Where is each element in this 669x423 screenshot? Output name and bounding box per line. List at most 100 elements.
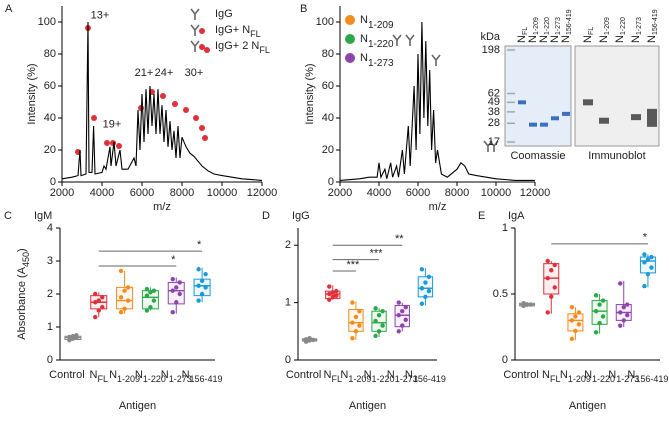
lane-label-main: N: [549, 35, 561, 43]
data-point: [373, 333, 378, 339]
x-tick-label-main: N: [584, 369, 592, 381]
x-tick-label: N1-273: [387, 369, 418, 384]
data-point: [621, 305, 626, 310]
x-tick-label: N1-220: [135, 369, 166, 384]
data-point: [403, 317, 408, 323]
lane-label-main: N: [516, 35, 528, 43]
x-tick-label-sub: 1-220: [143, 374, 166, 384]
data-point: [67, 338, 72, 343]
data-point: [170, 276, 175, 282]
data-point: [122, 288, 127, 293]
legend-label-sub: FL: [250, 29, 261, 39]
kda-label: 28: [488, 117, 500, 129]
legend-label-main: IgG+ 2 N: [215, 40, 259, 52]
y-tick-label: 0: [47, 354, 53, 366]
significance-label: *: [643, 232, 648, 244]
x-tick-label: N1-209: [560, 369, 591, 384]
y-tick-label: 0.5: [493, 288, 508, 300]
chart-title: IgM: [34, 210, 52, 222]
x-tick-label: N1-209: [340, 369, 371, 384]
lane-label: N1-273: [630, 17, 643, 43]
x-tick-label: 6000: [406, 187, 430, 199]
data-point: [67, 334, 72, 340]
x-tick-label-main: N: [161, 369, 169, 381]
x-tick-label-main: N: [627, 369, 635, 381]
data-point: [327, 297, 332, 302]
lane-label-sub: 156-419: [652, 9, 659, 35]
legend-label-main: N: [360, 14, 368, 26]
data-point: [125, 285, 131, 290]
x-tick-label-main: Control: [286, 369, 321, 381]
x-tick-label: 12000: [520, 187, 551, 199]
data-point: [151, 298, 157, 303]
coomassie-band: [562, 111, 570, 116]
x-tick-label-main: N: [135, 369, 143, 381]
data-point: [593, 293, 599, 298]
x-axis-label: m/z: [153, 201, 171, 213]
x-tick-label-sub: FL: [97, 374, 108, 384]
data-point: [307, 335, 312, 341]
panel-label: E: [478, 210, 485, 222]
kda-label: 38: [488, 106, 500, 118]
immunoblot-band: [599, 117, 609, 124]
x-tick-label: N1-209: [109, 369, 140, 384]
data-point: [170, 309, 175, 315]
data-point: [170, 288, 175, 293]
data-point: [545, 310, 550, 315]
y-axis-label-main: Absorbance (A: [16, 266, 28, 339]
coomassie-band: [551, 116, 559, 121]
y-tick-label: 80: [322, 48, 334, 60]
data-point: [353, 329, 359, 334]
x-tick-label: 8000: [170, 187, 194, 199]
data-point: [151, 288, 157, 293]
immunoblot-band: [631, 114, 641, 121]
data-point: [621, 318, 626, 323]
x-tick-label: 4000: [367, 187, 391, 199]
data-point: [310, 337, 316, 343]
data-point: [376, 313, 382, 318]
y-tick-label: 3: [47, 255, 53, 267]
significance-label: *: [197, 239, 202, 251]
x-tick-label-sub: 1-209: [568, 374, 591, 384]
kda-label: 49: [488, 96, 500, 108]
legend-label: N1-220: [360, 33, 394, 50]
data-point: [357, 309, 362, 314]
data-point: [118, 268, 124, 274]
data-point: [100, 305, 105, 310]
y-tick-label: 40: [44, 112, 56, 124]
x-tick-label-sub: FL: [550, 374, 561, 384]
data-point: [118, 295, 124, 300]
x-tick-label: N1-273: [161, 369, 192, 384]
significance-label: **: [395, 233, 404, 245]
data-point: [330, 294, 335, 300]
data-point: [569, 318, 575, 323]
legend-label-sub: 1-220: [368, 39, 394, 50]
x-tick-label-sub: 1-209: [117, 374, 140, 384]
coomassie-band: [518, 100, 526, 105]
legend-dot: [199, 44, 205, 50]
antibody-icon: [489, 140, 499, 152]
lane-label-main: N: [560, 35, 572, 43]
data-point: [357, 323, 362, 328]
data-point: [144, 293, 150, 298]
legend-label-sub: FL: [259, 45, 270, 55]
data-point: [334, 293, 339, 298]
lane-label-main: N: [527, 35, 539, 43]
data-point: [400, 323, 405, 328]
data-point: [573, 328, 578, 334]
x-tick-label-main: N: [542, 369, 550, 381]
x-tick-label: 2000: [50, 187, 74, 199]
data-point: [380, 323, 385, 328]
blot-label: Immunoblot: [588, 150, 645, 162]
data-point: [618, 310, 623, 315]
lane-label: NFL: [516, 27, 529, 43]
x-tick-label: NFL: [90, 369, 108, 384]
lane-label-main: N: [630, 35, 642, 43]
x-tick-label-sub: 156-419: [635, 374, 668, 384]
data-point: [93, 314, 98, 320]
x-tick-label-main: N: [90, 369, 98, 381]
data-point: [96, 298, 101, 303]
coomassie-band: [529, 122, 537, 127]
x-tick-label: N156-419: [627, 369, 668, 384]
x-tick-label-main: N: [324, 369, 332, 381]
